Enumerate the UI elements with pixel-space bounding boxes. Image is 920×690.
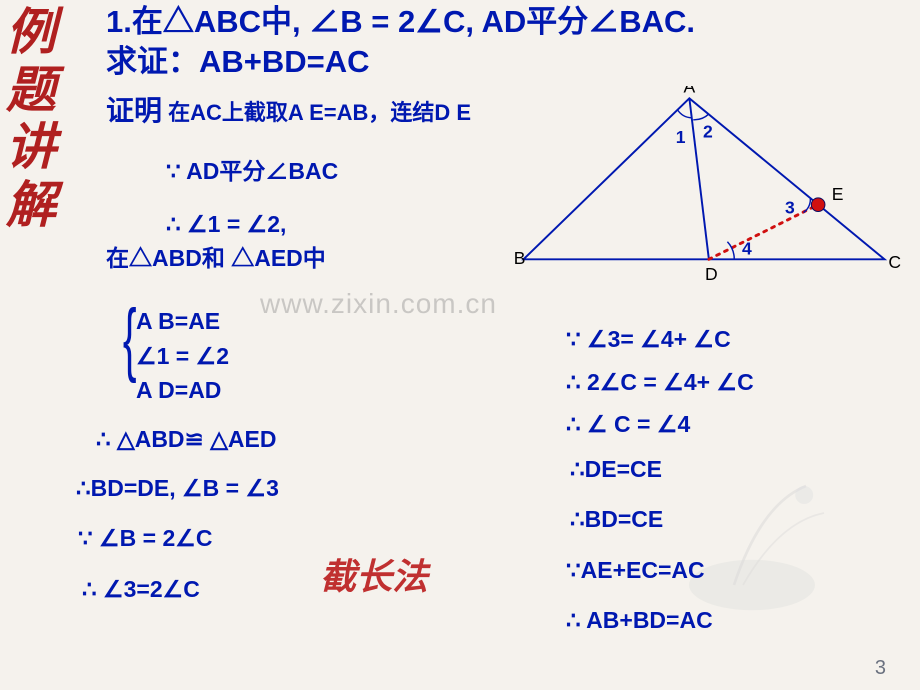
step-r1: ∵ ∠3= ∠4+ ∠C xyxy=(566,322,896,357)
svg-text:A: A xyxy=(684,86,696,96)
svg-text:E: E xyxy=(832,184,844,204)
svg-text:B: B xyxy=(514,248,526,268)
brace-icon: { xyxy=(123,298,137,380)
brace-b2: ∠1 = ∠2 xyxy=(136,339,229,374)
problem-line2: 求证：AB+BD=AC xyxy=(106,44,370,79)
step-l4: ∴ △ABD≌ △AED xyxy=(96,422,279,457)
page-number: 3 xyxy=(875,657,886,680)
svg-text:D: D xyxy=(705,264,718,284)
side-title: 例题讲解 xyxy=(6,4,96,234)
step-r4: ∴DE=CE xyxy=(570,452,896,487)
watermark: www.zixin.com.cn xyxy=(260,288,497,320)
svg-text:C: C xyxy=(888,252,901,272)
step-l5: ∴BD=DE, ∠B = ∠3 xyxy=(76,471,279,506)
step-r5: ∴BD=CE xyxy=(570,502,896,537)
step-l7: ∴ ∠3=2∠C xyxy=(82,572,279,607)
step-r7: ∴ AB+BD=AC xyxy=(566,603,896,638)
step-r3: ∴ ∠ C = ∠4 xyxy=(566,407,896,442)
svg-text:4: 4 xyxy=(742,238,752,258)
brace-b3: A D=AD xyxy=(136,373,229,408)
svg-text:2: 2 xyxy=(703,121,713,141)
triangle-diagram: A B C D E 1 2 3 4 xyxy=(504,86,904,296)
proof-word: 证明 xyxy=(106,95,162,126)
step-l6: ∵ ∠B = 2∠C xyxy=(78,521,279,556)
problem-statement: 1.在△ABC中, ∠B = 2∠C, AD平分∠BAC. 求证：AB+BD=A… xyxy=(106,2,910,81)
proof-construction: 在AC上截取A E=AB，连结D E xyxy=(162,100,471,125)
step-r6: ∵AE+EC=AC xyxy=(566,553,896,588)
method-name: 截长法 xyxy=(320,548,428,600)
svg-text:1: 1 xyxy=(676,127,686,147)
step-l1: ∵ AD平分∠BAC xyxy=(166,154,476,189)
step-l2: ∴ ∠1 = ∠2, xyxy=(166,207,476,242)
brace-system: { A B=AE ∠1 = ∠2 A D=AD xyxy=(136,304,229,408)
problem-line1: 1.在△ABC中, ∠B = 2∠C, AD平分∠BAC. xyxy=(106,4,695,39)
svg-text:3: 3 xyxy=(785,197,795,217)
brace-b1: A B=AE xyxy=(136,304,229,339)
step-r2: ∴ 2∠C = ∠4+ ∠C xyxy=(566,365,896,400)
step-l3: 在△ABD和 △AED中 xyxy=(106,241,476,276)
